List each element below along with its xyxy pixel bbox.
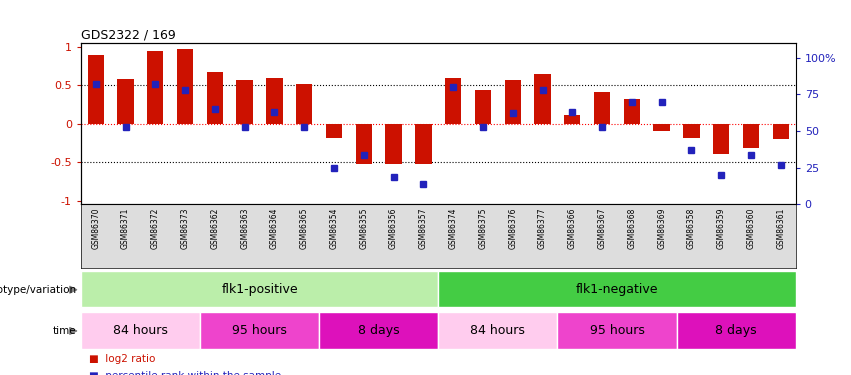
Bar	[117, 79, 134, 124]
Bar	[773, 124, 789, 139]
Bar	[475, 90, 491, 124]
Text: GSM86360: GSM86360	[746, 208, 756, 249]
Bar	[505, 80, 521, 124]
Bar	[677, 312, 796, 349]
Bar	[319, 312, 438, 349]
Bar	[438, 271, 796, 308]
Text: GSM86372: GSM86372	[151, 208, 160, 249]
Bar	[88, 55, 104, 124]
Text: GSM86362: GSM86362	[210, 208, 220, 249]
Bar	[177, 49, 193, 124]
Bar	[386, 124, 402, 164]
Text: 8 days: 8 days	[358, 324, 399, 338]
Text: GSM86377: GSM86377	[538, 208, 547, 249]
Bar	[594, 92, 610, 124]
Bar	[326, 124, 342, 138]
Text: GSM86371: GSM86371	[121, 208, 130, 249]
Bar	[743, 124, 759, 148]
Text: GSM86355: GSM86355	[359, 208, 368, 249]
Text: GSM86358: GSM86358	[687, 208, 696, 249]
Bar	[415, 124, 431, 164]
Text: ■  percentile rank within the sample: ■ percentile rank within the sample	[89, 371, 282, 375]
Bar	[445, 78, 461, 124]
Text: GSM86356: GSM86356	[389, 208, 398, 249]
Text: GSM86359: GSM86359	[717, 208, 726, 249]
Text: GSM86357: GSM86357	[419, 208, 428, 249]
Bar	[81, 271, 438, 308]
Text: GSM86374: GSM86374	[448, 208, 458, 249]
Text: 95 hours: 95 hours	[590, 324, 644, 338]
Text: GSM86366: GSM86366	[568, 208, 577, 249]
Bar	[237, 80, 253, 124]
Bar	[266, 78, 283, 124]
Text: GSM86365: GSM86365	[300, 208, 309, 249]
Bar	[147, 51, 163, 124]
Text: ■  log2 ratio: ■ log2 ratio	[89, 354, 156, 364]
Text: flk1-positive: flk1-positive	[221, 283, 298, 296]
Text: GDS2322 / 169: GDS2322 / 169	[81, 29, 175, 42]
Text: 84 hours: 84 hours	[471, 324, 525, 338]
Text: flk1-negative: flk1-negative	[576, 283, 658, 296]
Text: GSM86369: GSM86369	[657, 208, 666, 249]
Bar	[713, 124, 729, 154]
Text: time: time	[53, 326, 77, 336]
Text: GSM86363: GSM86363	[240, 208, 249, 249]
Text: GSM86376: GSM86376	[508, 208, 517, 249]
Text: GSM86361: GSM86361	[776, 208, 785, 249]
Bar	[200, 312, 319, 349]
Text: GSM86354: GSM86354	[329, 208, 339, 249]
Text: GSM86367: GSM86367	[597, 208, 607, 249]
Bar	[356, 124, 372, 165]
Bar	[557, 312, 677, 349]
Bar	[654, 124, 670, 131]
Text: genotype/variation: genotype/variation	[0, 285, 77, 295]
Text: 84 hours: 84 hours	[113, 324, 168, 338]
Bar	[296, 84, 312, 124]
Bar	[534, 74, 551, 124]
Bar	[438, 312, 557, 349]
Bar	[81, 312, 200, 349]
Text: 8 days: 8 days	[716, 324, 757, 338]
Text: GSM86375: GSM86375	[478, 208, 488, 249]
Bar	[624, 99, 640, 124]
Bar	[207, 72, 223, 124]
Text: 95 hours: 95 hours	[232, 324, 287, 338]
Bar	[564, 115, 580, 124]
Text: GSM86368: GSM86368	[627, 208, 637, 249]
Text: GSM86364: GSM86364	[270, 208, 279, 249]
Bar	[683, 124, 700, 138]
Text: GSM86370: GSM86370	[91, 208, 100, 249]
Text: GSM86373: GSM86373	[180, 208, 190, 249]
